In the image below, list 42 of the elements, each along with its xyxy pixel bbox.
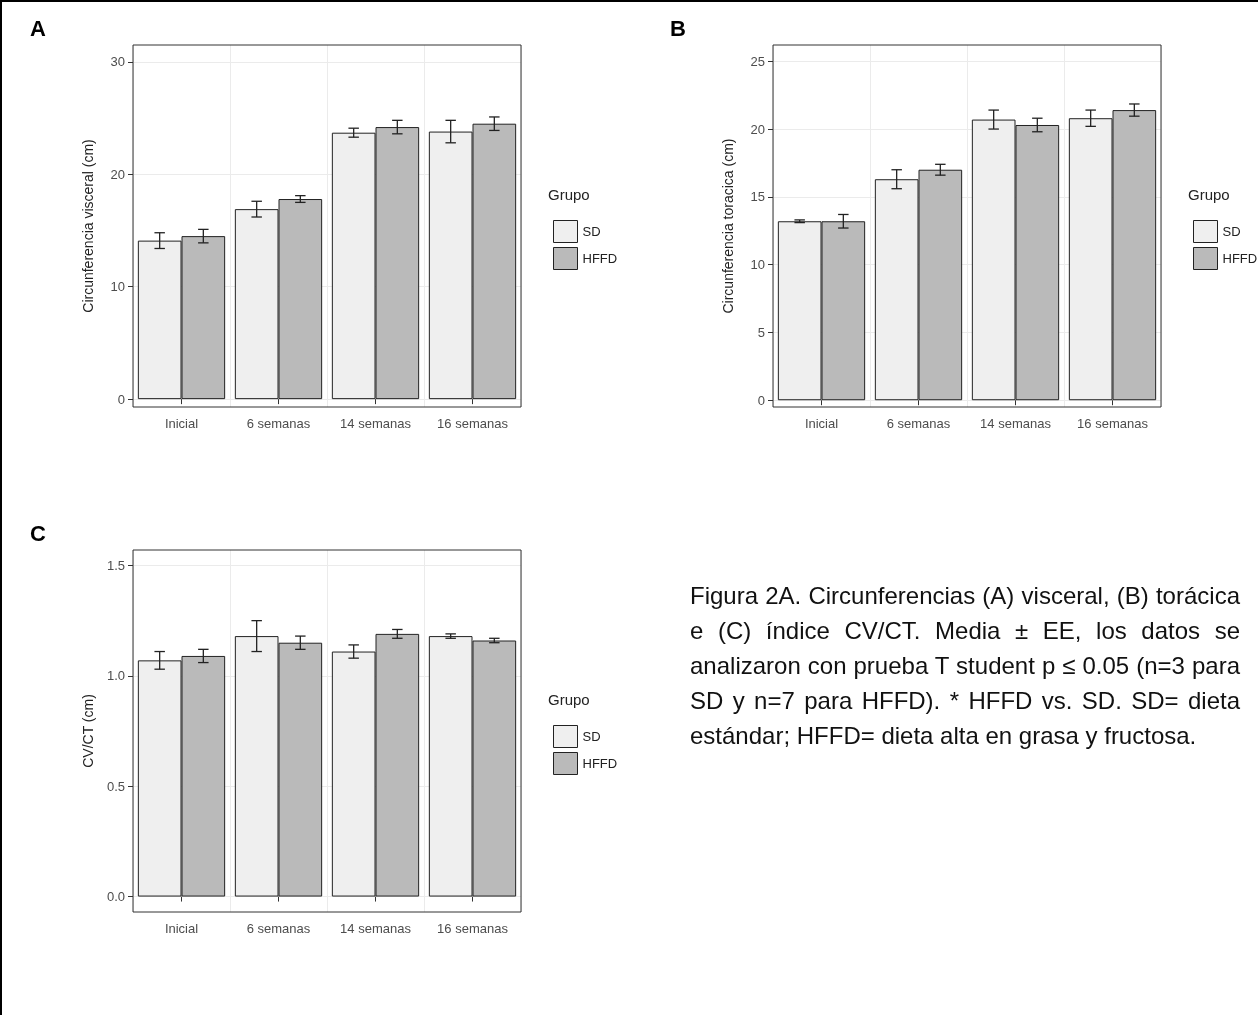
chart-title: C: [30, 520, 46, 546]
y-axis-title: Circunferencia toracica (cm): [720, 138, 736, 314]
legend-label: SD: [582, 729, 601, 744]
x-tick-label: 6 semanas: [886, 416, 951, 431]
legend-label: SD: [1222, 224, 1241, 239]
y-tick-label: 10: [110, 279, 125, 295]
y-tick-label: 1.0: [106, 668, 125, 684]
x-tick-label: 14 semanas: [340, 921, 412, 936]
chart-title: A: [30, 15, 46, 41]
legend-label: SD: [582, 224, 601, 239]
y-tick-label: 1.5: [106, 557, 125, 573]
y-axis-title: Circunferencia visceral (cm): [80, 139, 96, 313]
x-tick-label: Inicial: [804, 416, 839, 431]
legend-label: HFFD: [582, 756, 618, 771]
y-tick-label: 15: [750, 189, 765, 205]
y-tick-label: 20: [750, 121, 765, 137]
legend-title: Grupo: [548, 691, 590, 708]
y-axis-title: CV/CT (cm): [80, 694, 96, 768]
x-tick-label: 6 semanas: [246, 416, 311, 431]
x-tick-label: Inicial: [164, 416, 199, 431]
x-tick-label: 16 semanas: [437, 416, 509, 431]
y-tick-label: 0.5: [106, 778, 125, 794]
x-tick-label: 16 semanas: [437, 921, 509, 936]
y-tick-label: 10: [750, 257, 765, 273]
y-tick-label: 0: [117, 391, 125, 407]
y-tick-label: 30: [110, 54, 125, 70]
x-tick-label: 14 semanas: [340, 416, 412, 431]
y-tick-label: 0.0: [106, 889, 125, 905]
x-tick-label: 16 semanas: [1077, 416, 1149, 431]
y-tick-label: 0: [757, 392, 765, 408]
x-tick-label: 14 semanas: [980, 416, 1052, 431]
legend-label: HFFD: [582, 251, 618, 266]
x-tick-label: 6 semanas: [246, 921, 311, 936]
y-tick-label: 20: [110, 166, 125, 182]
x-tick-label: Inicial: [164, 921, 199, 936]
chart-title: B: [670, 15, 686, 41]
legend-title: Grupo: [548, 186, 590, 203]
legend-label: HFFD: [1222, 251, 1258, 266]
y-tick-label: 5: [757, 324, 765, 340]
legend-title: Grupo: [1188, 186, 1230, 203]
y-tick-label: 25: [750, 53, 765, 69]
text: Figura 2A. Circunferencias (A) visceral, (B) torácica e (C) índice CV/CT. Media ± EE, los datos se analizaron con prueba T student p ≤ 0.05 (n=3 para SD y n=7 para HFFD). * HFFD vs. SD. SD= dieta estándar; HFFD= dieta alta en grasa y fructosa.: [690, 581, 1240, 751]
